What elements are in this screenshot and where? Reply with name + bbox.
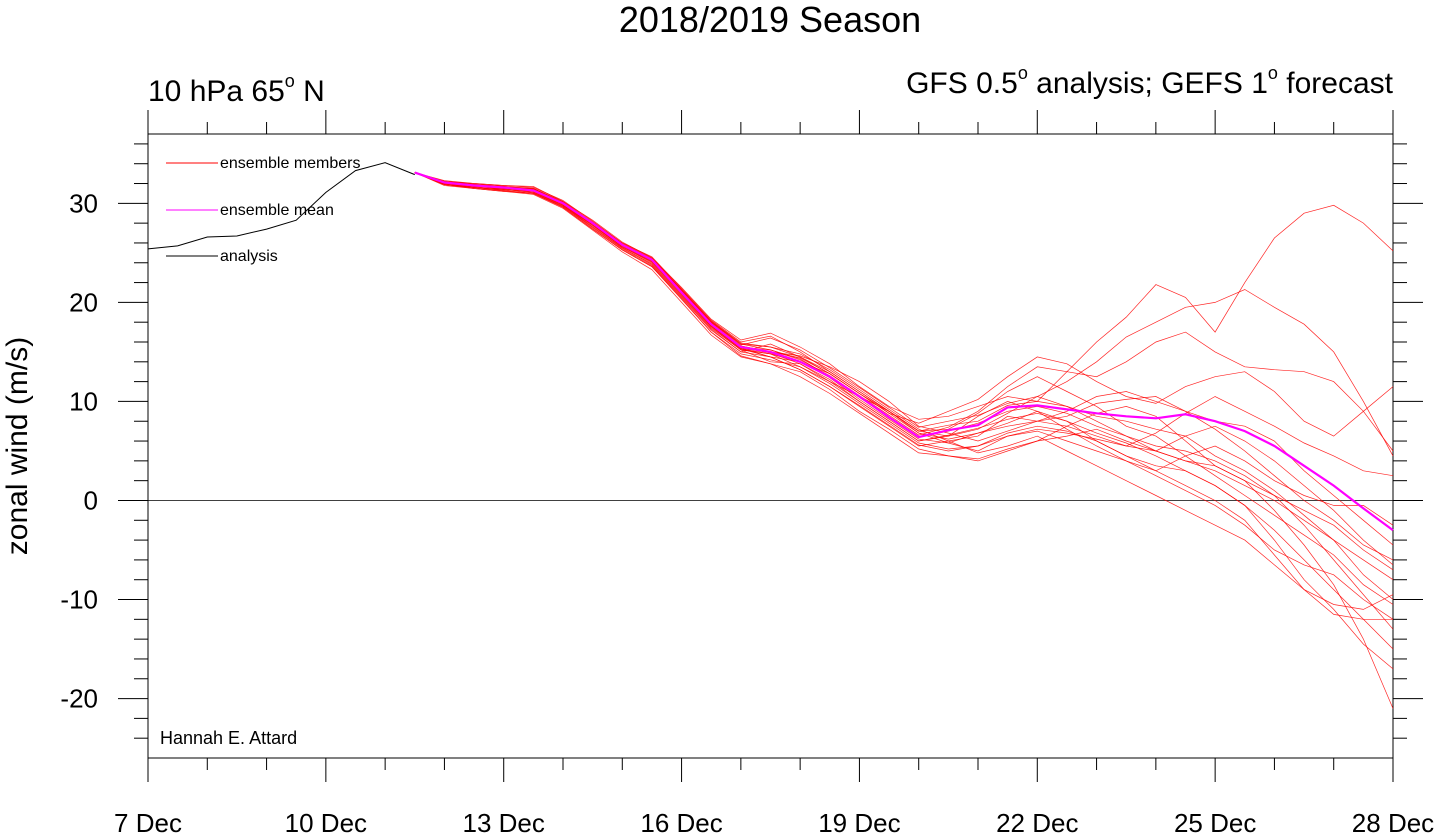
ensemble-member-line	[414, 172, 1394, 561]
author-credit: Hannah E. Attard	[160, 728, 297, 748]
ensemble-member-line	[414, 172, 1394, 580]
legend-label: analysis	[220, 248, 278, 265]
x-tick-label: 16 Dec	[640, 808, 722, 834]
plot-frame	[147, 133, 1394, 759]
y-axis-label: zonal wind (m/s)	[1, 337, 34, 555]
ensemble-member-line	[414, 172, 1394, 546]
ensemble-member-line	[414, 172, 1394, 526]
legend-label: ensemble mean	[220, 202, 334, 219]
ensemble-member-line	[414, 172, 1394, 650]
plot-area: 7 Dec 10 Dec 13 Dec 16 Dec 19 Dec 22 Dec 25 De…	[60, 110, 1434, 834]
ensemble-member-line	[414, 172, 1394, 571]
ensemble-member-line	[414, 172, 1394, 437]
ensemble-member-line	[414, 172, 1394, 477]
subtitle-right-degree-1: o	[1018, 63, 1028, 83]
x-tick-label: 28 Dec	[1352, 808, 1434, 834]
x-tick-label: 19 Dec	[818, 808, 900, 834]
x-tick-label: 25 Dec	[1174, 808, 1256, 834]
ensemble-member-line	[414, 172, 1394, 566]
chart-title: 2018/2019 Season	[619, 0, 921, 40]
ensemble-member-line	[414, 172, 1394, 600]
subtitle-right-a: GFS 0.5	[906, 67, 1018, 100]
ensemble-mean-line	[414, 171, 1394, 532]
subtitle-right-degree-2: o	[1268, 63, 1278, 83]
x-tick-label: 13 Dec	[463, 808, 545, 834]
ensemble-member-line	[414, 172, 1394, 620]
y-tick-label: 0	[84, 485, 98, 515]
subtitle-right-c: forecast	[1278, 67, 1394, 100]
subtitle-left-end: N	[295, 75, 325, 108]
subtitle-right-b: analysis; GEFS 1	[1028, 67, 1268, 100]
y-tick-label: -20	[60, 684, 98, 714]
x-tick-label: 7 Dec	[114, 808, 182, 834]
ensemble-member-line	[414, 172, 1394, 670]
subtitle-left-text: 10 hPa 65	[148, 75, 285, 108]
y-tick-label: 30	[69, 188, 98, 218]
chart-subtitle-left: 10 hPa 65o N	[148, 71, 325, 108]
legend-label: ensemble members	[220, 155, 361, 172]
x-tick-label: 10 Dec	[285, 808, 367, 834]
ensemble-member-line	[414, 172, 1393, 620]
ensemble-member-line	[414, 172, 1394, 452]
ensemble-member-line	[414, 172, 1394, 709]
x-tick-label: 22 Dec	[996, 808, 1078, 834]
y-tick-label: 20	[69, 287, 98, 317]
y-tick-label: -10	[60, 585, 98, 615]
y-tick-label: 10	[69, 386, 98, 416]
analysis-line	[147, 162, 415, 250]
ensemble-member-line	[414, 172, 1394, 630]
ensemble-member-line	[414, 172, 1394, 605]
ensemble-member-line	[414, 172, 1394, 432]
subtitle-left-degree: o	[285, 71, 295, 91]
ensemble-member-line	[414, 172, 1394, 610]
chart-subtitle-right: GFS 0.5o analysis; GEFS 1o forecast	[906, 63, 1394, 100]
